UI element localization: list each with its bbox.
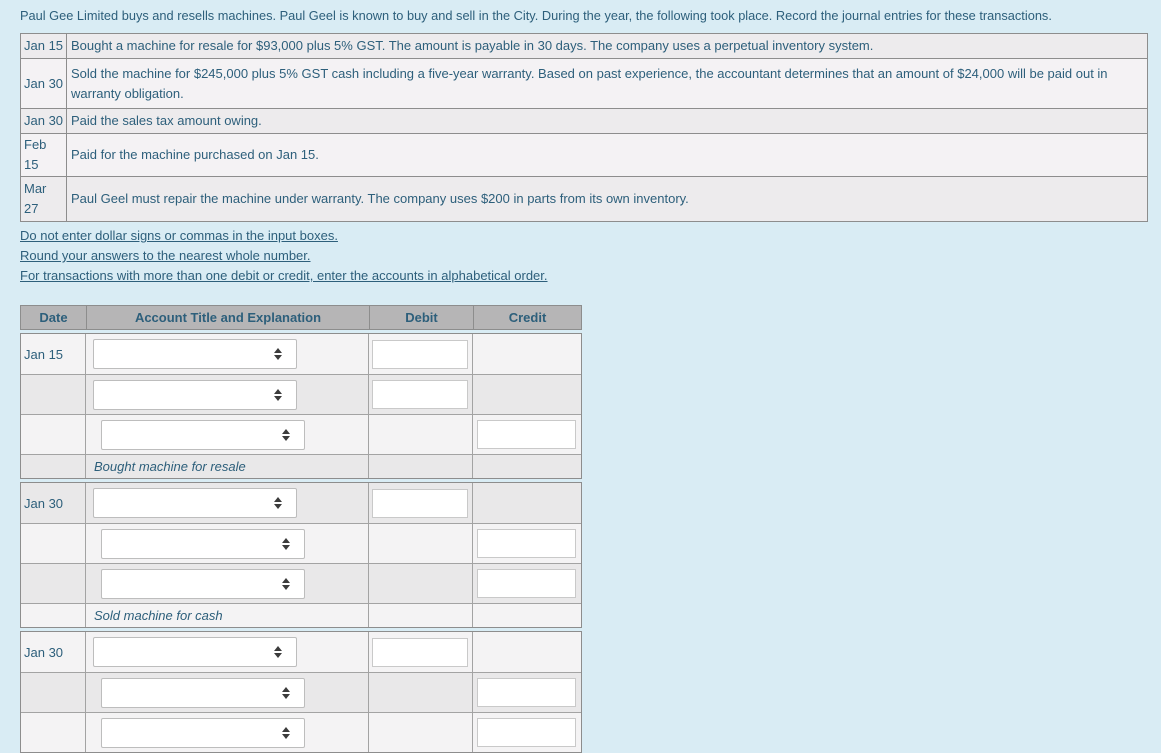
transaction-date: Feb 15 <box>20 133 67 177</box>
journal-group: Jan 15 Bought machine for resale <box>20 333 582 479</box>
journal-header-credit: Credit <box>473 306 581 329</box>
journal-entry-row <box>21 563 581 603</box>
account-select[interactable] <box>93 488 297 518</box>
journal-entry-row: Jan 15 <box>21 334 581 374</box>
transaction-description: Paid for the machine purchased on Jan 15… <box>66 133 1148 177</box>
credit-input[interactable] <box>477 718 576 747</box>
transaction-row: Jan 15 Bought a machine for resale for $… <box>20 33 1148 59</box>
account-select[interactable] <box>93 339 297 369</box>
credit-input[interactable] <box>477 420 576 449</box>
transaction-description: Paid the sales tax amount owing. <box>66 108 1148 134</box>
journal-date: Jan 15 <box>21 334 85 374</box>
journal-entry-row: Jan 30 <box>21 483 581 523</box>
transaction-date: Jan 15 <box>20 33 67 59</box>
select-spinner-icon <box>282 428 290 441</box>
journal-entry-row <box>21 712 581 752</box>
journal-header-account: Account Title and Explanation <box>86 306 369 329</box>
select-spinner-icon <box>282 537 290 550</box>
debit-input[interactable] <box>372 380 468 409</box>
journal-header-date: Date <box>39 310 68 325</box>
account-select[interactable] <box>93 379 297 410</box>
journal-entry-row <box>21 414 581 454</box>
transaction-row: Jan 30 Sold the machine for $245,000 plu… <box>20 58 1148 109</box>
journal-entry-row: Jan 30 <box>21 632 581 672</box>
debit-input[interactable] <box>372 339 468 369</box>
journal-explanation-row: Bought machine for resale <box>21 454 581 478</box>
journal-entry-row <box>21 672 581 712</box>
journal-table: Date Account Title and Explanation Debit… <box>20 305 582 753</box>
select-spinner-icon <box>274 646 282 658</box>
journal-entry-row <box>21 374 581 414</box>
select-spinner-icon <box>274 497 282 509</box>
transaction-description: Bought a machine for resale for $93,000 … <box>66 33 1148 59</box>
journal-header: Date Account Title and Explanation Debit… <box>20 305 582 330</box>
account-select[interactable] <box>101 677 305 708</box>
debit-input[interactable] <box>372 637 468 667</box>
transaction-row: Jan 30 Paid the sales tax amount owing. <box>20 108 1148 134</box>
instruction-line: Do not enter dollar signs or commas in t… <box>20 228 338 243</box>
select-spinner-icon <box>274 348 282 360</box>
select-spinner-icon <box>282 726 290 739</box>
intro-paragraph: Paul Gee Limited buys and resells machin… <box>20 8 1052 23</box>
transaction-description: Paul Geel must repair the machine under … <box>66 176 1148 222</box>
credit-input[interactable] <box>477 678 576 707</box>
journal-date: Jan 30 <box>21 483 85 523</box>
transaction-date: Jan 30 <box>20 58 67 109</box>
journal-header-debit: Debit <box>369 306 473 329</box>
transaction-row: Feb 15 Paid for the machine purchased on… <box>20 133 1148 177</box>
account-select[interactable] <box>101 419 305 450</box>
select-spinner-icon <box>282 577 290 590</box>
account-select[interactable] <box>101 528 305 559</box>
explanation-text: Sold machine for cash <box>94 608 223 623</box>
credit-input[interactable] <box>477 569 576 598</box>
transaction-row: Mar 27 Paul Geel must repair the machine… <box>20 176 1148 222</box>
instruction-line: Round your answers to the nearest whole … <box>20 248 311 263</box>
account-select[interactable] <box>101 717 305 748</box>
transaction-date: Jan 30 <box>20 108 67 134</box>
account-select[interactable] <box>101 568 305 599</box>
explanation-text: Bought machine for resale <box>94 459 246 474</box>
transaction-date: Mar 27 <box>20 176 67 222</box>
debit-input[interactable] <box>372 488 468 518</box>
transaction-description: Sold the machine for $245,000 plus 5% GS… <box>66 58 1148 109</box>
journal-group: Jan 30 <box>20 631 582 753</box>
journal-date: Jan 30 <box>21 632 85 672</box>
transactions-table: Jan 15 Bought a machine for resale for $… <box>20 33 1148 222</box>
credit-input[interactable] <box>477 529 576 558</box>
journal-group: Jan 30 Sold machine for cash <box>20 482 582 628</box>
instructions-block: Do not enter dollar signs or commas in t… <box>20 226 548 286</box>
select-spinner-icon <box>274 388 282 401</box>
instruction-line: For transactions with more than one debi… <box>20 268 548 283</box>
journal-entry-row <box>21 523 581 563</box>
select-spinner-icon <box>282 686 290 699</box>
journal-explanation-row: Sold machine for cash <box>21 603 581 627</box>
account-select[interactable] <box>93 637 297 667</box>
